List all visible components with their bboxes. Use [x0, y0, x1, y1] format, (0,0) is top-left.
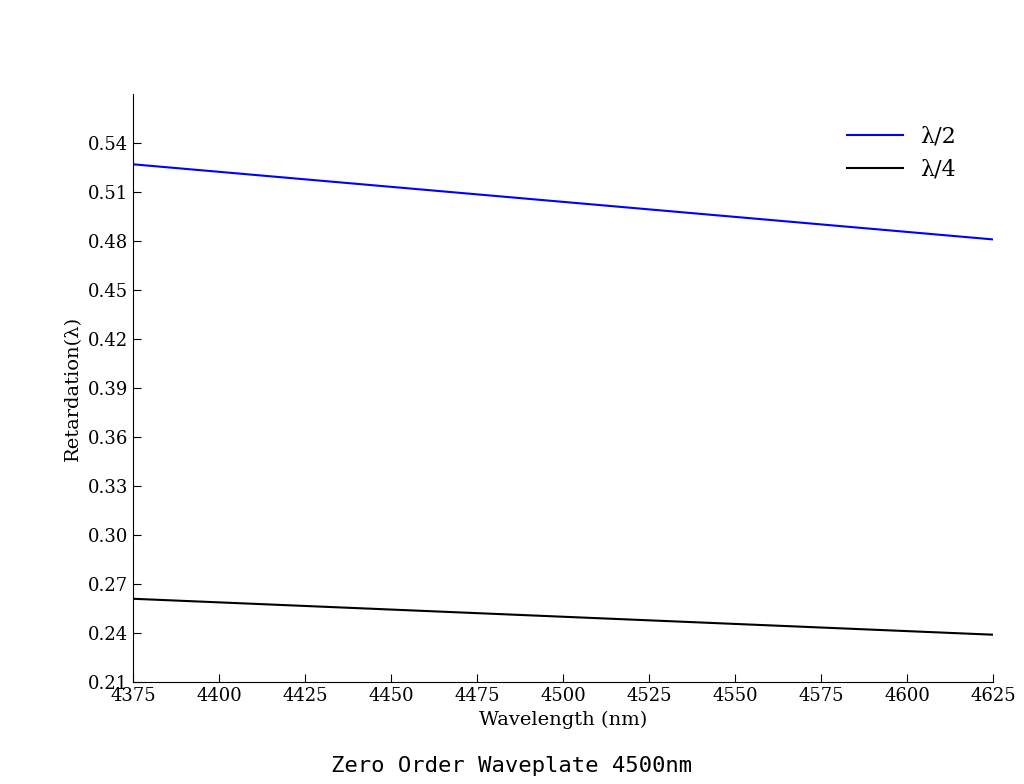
λ/2 [593, 200, 605, 209]
λ/4 [987, 630, 999, 640]
X-axis label: Wavelength (nm): Wavelength (nm) [479, 710, 647, 729]
Y-axis label: Retardation(λ): Retardation(λ) [65, 315, 82, 461]
λ/4 [639, 615, 651, 625]
λ/2 [541, 196, 553, 205]
Line: λ/2: λ/2 [133, 165, 993, 239]
λ/2 [639, 205, 651, 214]
λ/4 [541, 612, 553, 621]
λ/4 [127, 594, 139, 604]
Text: Zero Order Waveplate 4500nm: Zero Order Waveplate 4500nm [332, 757, 692, 776]
λ/4 [536, 612, 548, 621]
λ/2 [987, 234, 999, 244]
λ/4 [831, 623, 844, 633]
λ/2 [536, 195, 548, 205]
λ/4 [593, 614, 605, 623]
Legend: λ/2, λ/4: λ/2, λ/4 [838, 117, 965, 190]
λ/2 [967, 233, 979, 242]
λ/4 [967, 629, 979, 638]
λ/2 [831, 221, 844, 230]
Line: λ/4: λ/4 [133, 599, 993, 635]
λ/2 [127, 160, 139, 169]
